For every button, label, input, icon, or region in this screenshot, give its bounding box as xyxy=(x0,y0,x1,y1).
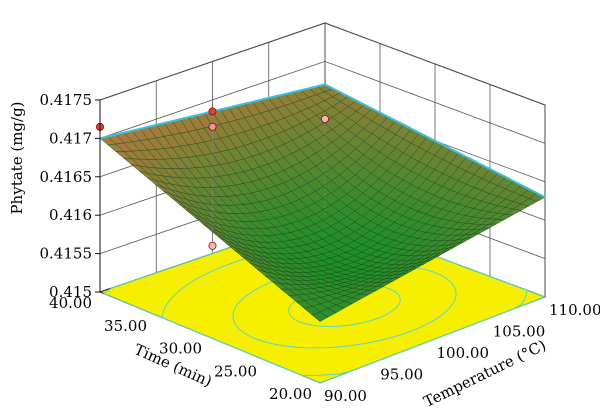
design-points xyxy=(96,107,329,292)
y-tick-label: 40.00 xyxy=(49,294,92,312)
x-tick-label: 105.00 xyxy=(493,323,546,341)
response-surface xyxy=(99,83,546,322)
surface-edge-right xyxy=(324,83,546,199)
x-tick-label: 90.00 xyxy=(324,387,367,405)
z-tick-label: 0.415 xyxy=(49,283,92,301)
design-point xyxy=(208,241,217,250)
axes: 0.415 0.4155 0.416 0.4165 0.417 0.4175 20.00 25… xyxy=(40,91,600,405)
z-tick-label: 0.416 xyxy=(49,206,92,224)
z-tick-label: 0.4165 xyxy=(40,168,93,186)
y-tick-label: 20.00 xyxy=(269,385,312,403)
z-tick-label: 0.417 xyxy=(49,129,92,147)
y-tick-label: 35.00 xyxy=(104,317,147,335)
x-tick-label: 100.00 xyxy=(437,344,490,362)
design-point xyxy=(208,122,217,131)
design-point xyxy=(208,107,217,116)
z-axis-label: Phytate (mg/g) xyxy=(8,101,26,214)
z-tick-label: 0.4155 xyxy=(40,245,93,263)
y-tick-label: 30.00 xyxy=(159,340,202,358)
y-tick-label: 25.00 xyxy=(214,362,257,380)
z-tick-label: 0.4175 xyxy=(40,91,93,109)
design-point xyxy=(320,115,329,124)
x-tick-label: 110.00 xyxy=(549,301,600,319)
x-tick-label: 95.00 xyxy=(380,366,423,384)
